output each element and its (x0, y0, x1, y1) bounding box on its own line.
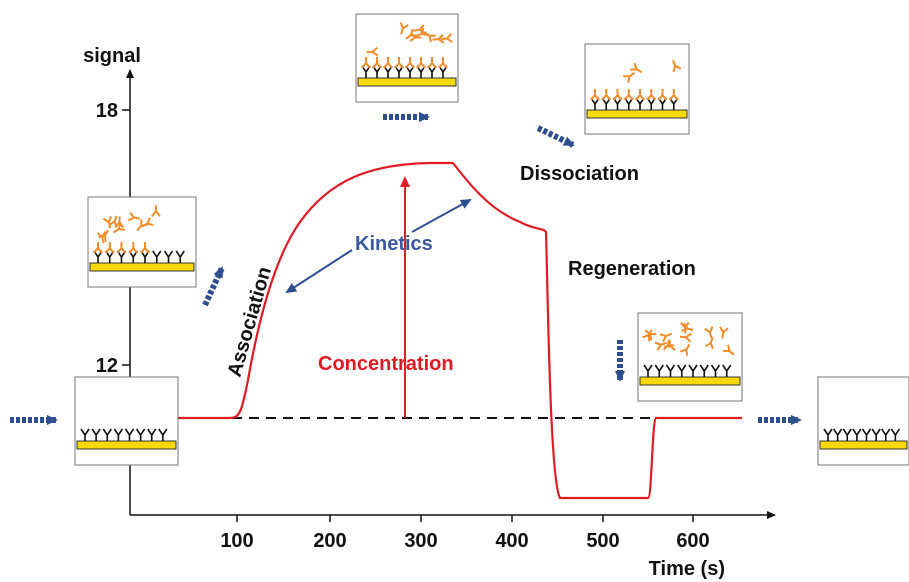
y-tick-label: 18 (96, 100, 118, 122)
sensor-box (818, 377, 909, 465)
sensor-icons (10, 14, 909, 465)
sensor-box (638, 313, 742, 401)
concentration-label: Concentration (318, 353, 454, 375)
gold-layer (640, 377, 740, 385)
box-frame (638, 313, 742, 401)
x-tick-label: 500 (586, 530, 619, 552)
gold-layer (587, 110, 687, 118)
x-tick-label: 600 (676, 530, 709, 552)
regeneration-label: Regeneration (568, 258, 696, 280)
x-tick-label: 400 (495, 530, 528, 552)
kinetics-label: Kinetics (355, 233, 433, 255)
gold-layer (820, 441, 907, 449)
gold-layer (77, 441, 176, 449)
y-tick-label: 12 (96, 355, 118, 377)
kinetics-arrow (412, 200, 470, 232)
gold-layer (358, 78, 456, 86)
box-frame (818, 377, 909, 465)
sensor-box (75, 377, 178, 465)
box-frame (75, 377, 178, 465)
gold-layer (90, 263, 194, 271)
x-tick-label: 200 (313, 530, 346, 552)
dissociation-label: Dissociation (520, 163, 639, 185)
x-tick-label: 100 (220, 530, 253, 552)
flow-arrow (538, 128, 573, 145)
association-label: Association (224, 264, 276, 379)
sensor-box (356, 14, 458, 102)
flow-arrow (205, 268, 222, 305)
y-axis-label: signal (83, 45, 141, 67)
sensor-box (88, 197, 196, 287)
x-axis-label: Time (s) (649, 558, 725, 580)
kinetics-arrow (287, 250, 352, 292)
sensor-box (585, 44, 689, 134)
sensorgram-diagram: signal 18 12 Time (s) Association Kineti… (0, 0, 909, 582)
x-tick-label: 300 (404, 530, 437, 552)
